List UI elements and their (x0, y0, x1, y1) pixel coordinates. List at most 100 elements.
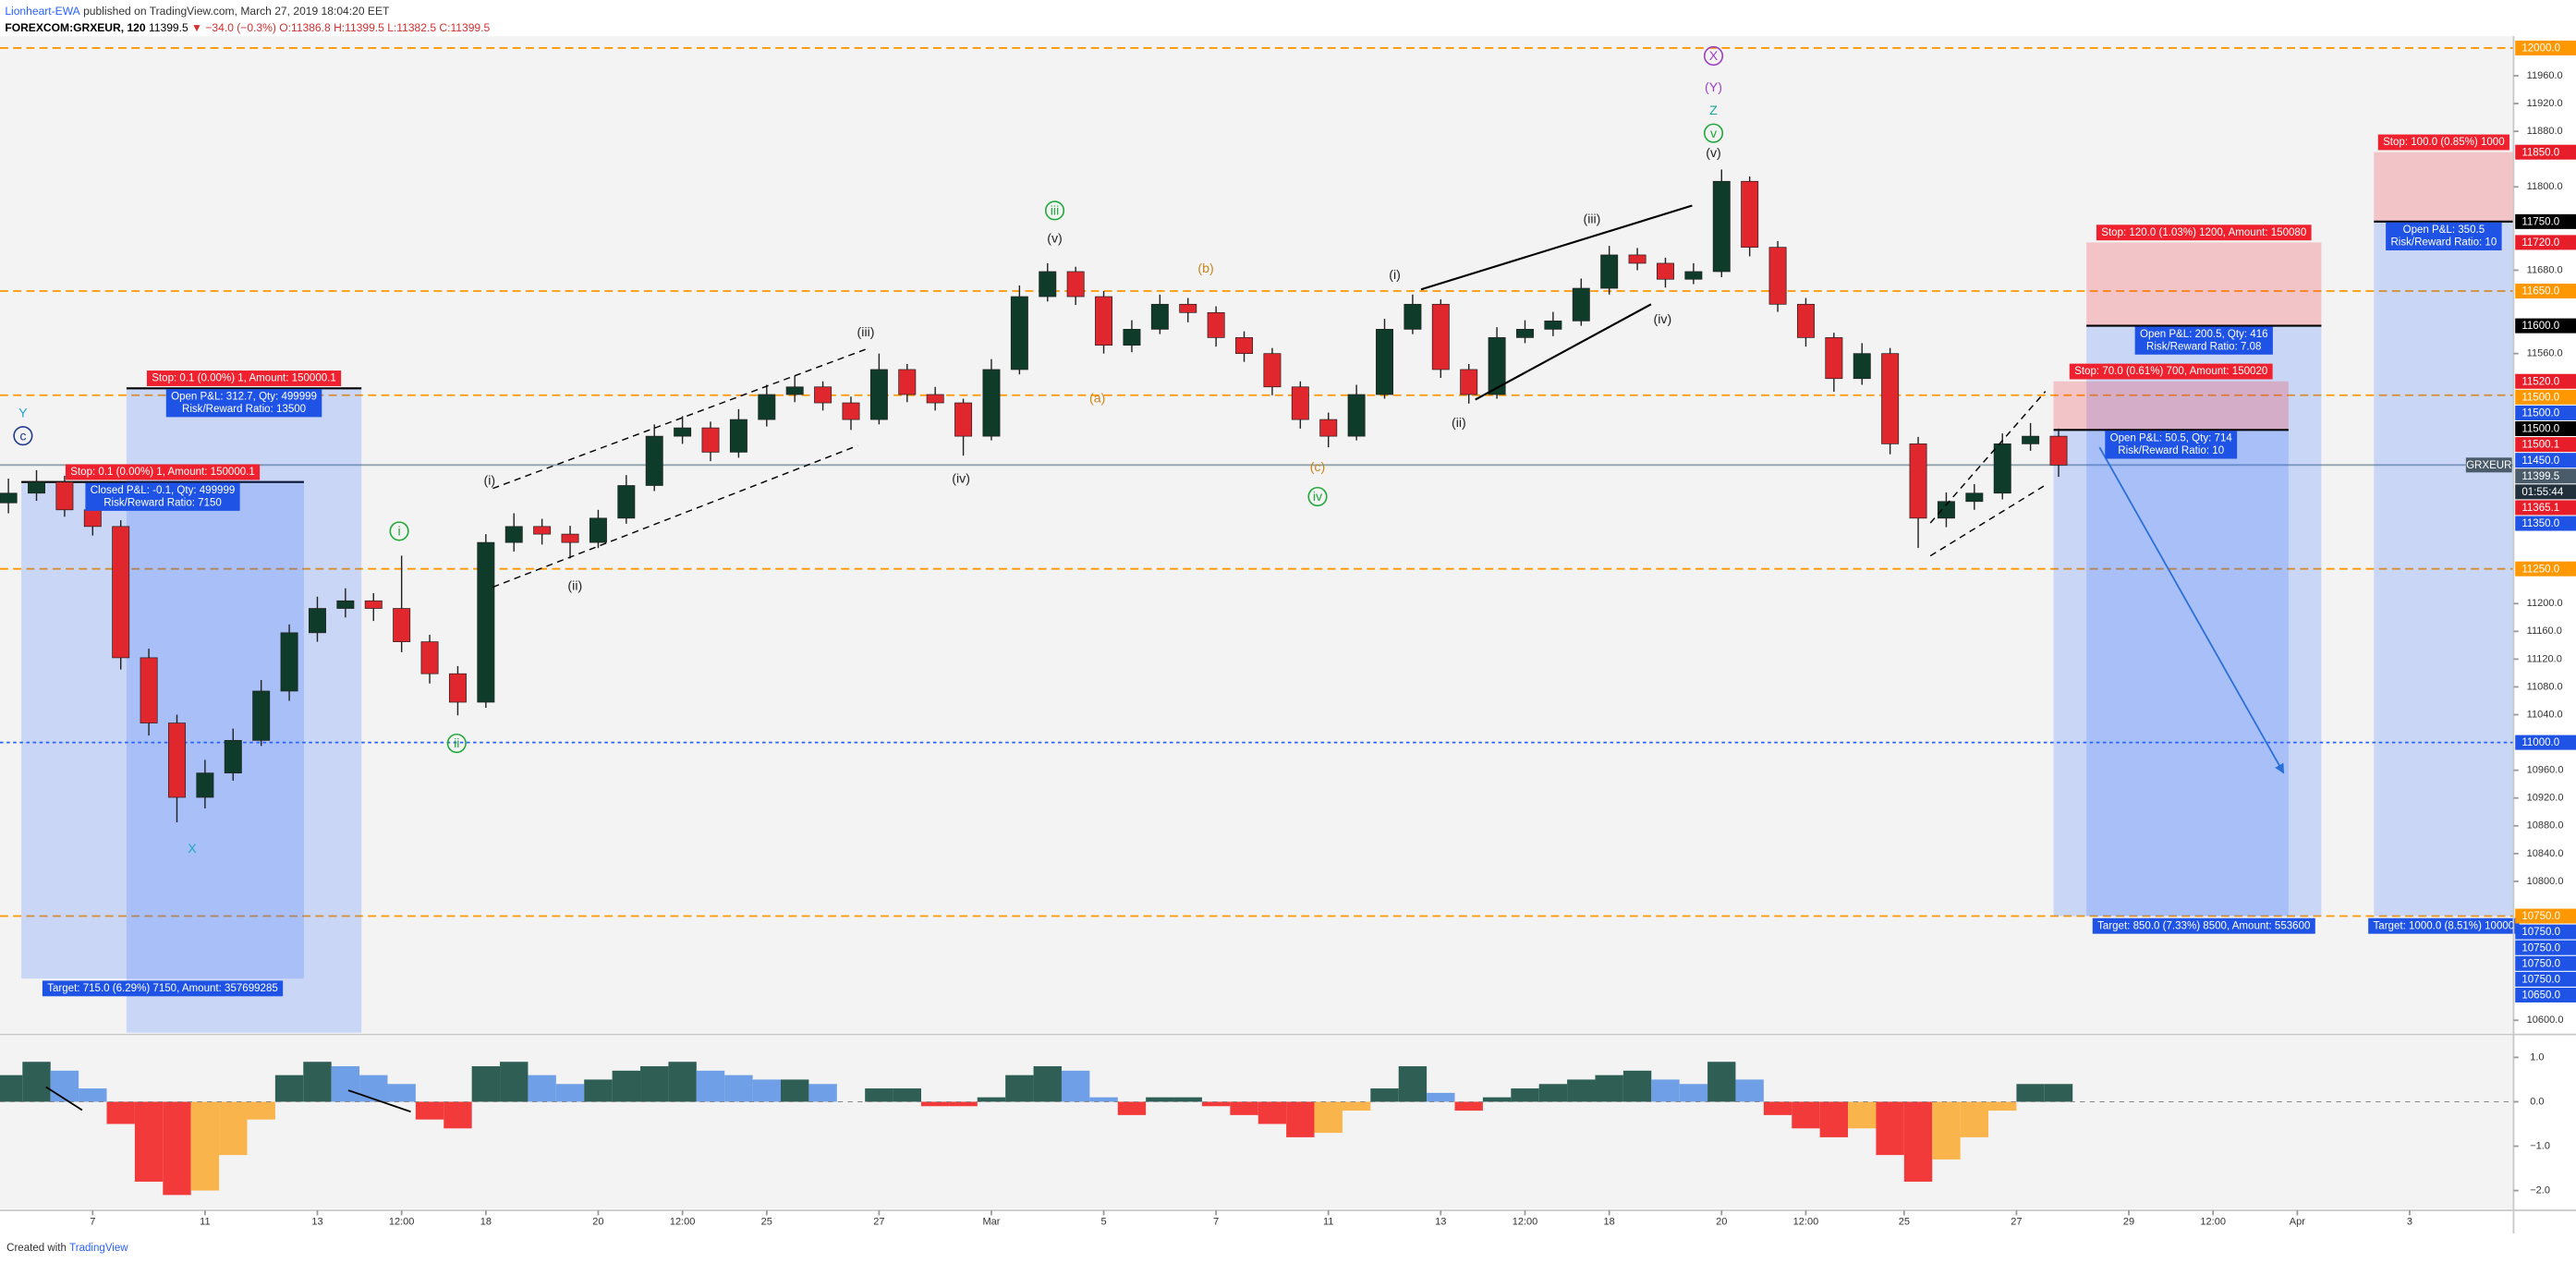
wave-circle (1307, 486, 1328, 507)
oscillator-bar (1735, 1079, 1764, 1102)
pnl-label-text: Risk/Reward Ratio: 7.08 (2146, 341, 2261, 352)
candle-body (336, 600, 355, 609)
oscillator-bar (106, 1101, 135, 1124)
oscillator-bar (808, 1084, 837, 1102)
candle-body (1066, 271, 1085, 298)
candle-body (785, 386, 804, 395)
price-tag-label: 11365.1 (2521, 503, 2559, 514)
oscillator-bar (163, 1101, 191, 1196)
drawings (492, 204, 2285, 774)
price-tag (2515, 373, 2576, 389)
candle-body (308, 608, 326, 634)
candle-body (814, 386, 832, 404)
candle-body (898, 369, 917, 395)
author[interactable]: Lionheart-EWA (5, 5, 80, 18)
pnl-label-text: Risk/Reward Ratio: 10 (2390, 237, 2497, 249)
price-tag-label: 11650.0 (2521, 286, 2559, 298)
wave-label: (ii) (1452, 416, 1466, 431)
divergence-line (347, 1089, 411, 1113)
wave-label: X (188, 842, 197, 856)
stop-label: Stop: 70.0 (0.61%) 700, Amount: 150020 (2069, 363, 2273, 380)
wave-label: (c) (1310, 460, 1326, 475)
x-tick-label: 13 (311, 1216, 322, 1227)
candle-body (1179, 303, 1197, 313)
y-tick-label: 11560.0 (2527, 348, 2563, 359)
target-zone (2053, 430, 2289, 917)
x-tick-label: 25 (761, 1216, 772, 1227)
osc-y-tick-label: −1.0 (2530, 1140, 2550, 1151)
x-tick-label: 5 (1100, 1216, 1106, 1227)
footer-brand[interactable]: TradingView (69, 1243, 128, 1254)
y-tick-label: 11160.0 (2527, 625, 2562, 637)
stop-zone (2374, 152, 2514, 222)
price-tag-label: 11500.0 (2521, 392, 2559, 403)
oscillator-bar (1089, 1097, 1118, 1102)
y-tick-label: 11920.0 (2527, 98, 2563, 109)
main-pane (0, 36, 2514, 1033)
candle-body (645, 435, 663, 486)
candle-body (1965, 492, 1984, 503)
oscillator-bar (22, 1062, 51, 1102)
candle-body (533, 526, 552, 535)
candle-body (1319, 419, 1338, 437)
price-tag (2515, 405, 2576, 420)
oscillator-bar (1960, 1101, 1989, 1137)
stop-label-bg (2377, 134, 2509, 151)
price-tag-label: 11350.0 (2521, 518, 2559, 529)
symbol: FOREXCOM:GRXEUR, 120 (5, 21, 146, 34)
axes: 11960.0 11920.0 11880.0 11800.0 11680.0 11560… (90, 40, 2576, 1227)
candle-body (1572, 287, 1590, 322)
pnl-label-text: Risk/Reward Ratio: 10 (2118, 445, 2224, 456)
candle-body (701, 427, 720, 453)
footer: Created with TradingView (6, 1243, 128, 1254)
candle-body (168, 723, 186, 798)
stop-zone (2086, 242, 2322, 326)
candle-body (2022, 435, 2040, 444)
price-tag (2515, 40, 2576, 55)
wave-label: iv (1313, 490, 1323, 504)
oscillator-bar (1622, 1070, 1652, 1102)
candle-body (1881, 353, 1900, 444)
price-tag (2515, 500, 2576, 516)
wave-label: (iii) (857, 325, 875, 340)
candle-body (2049, 435, 2068, 466)
oscillator-bar (1173, 1097, 1202, 1102)
price-tag (2515, 420, 2576, 437)
target-label-text: Target: 850.0 (7.33%) 8500, Amount: 5536… (2097, 920, 2310, 931)
oscillator-bar (1679, 1084, 1708, 1102)
candle-body (1488, 337, 1506, 395)
oscillator-bar (134, 1101, 164, 1182)
y-tick-label: 11040.0 (2527, 709, 2563, 720)
y-tick-label: 10920.0 (2527, 793, 2564, 804)
oscillator-bar (387, 1084, 416, 1102)
x-tick-label: Apr (2290, 1216, 2305, 1227)
price-tag (2515, 484, 2576, 500)
candle-body (982, 369, 1001, 437)
oscillator-bar (1763, 1101, 1792, 1115)
price-tag (2515, 468, 2576, 484)
price-tag-label: 11520.0 (2521, 376, 2559, 387)
oscillator-bar (415, 1101, 444, 1120)
wave-label: (iv) (952, 472, 970, 487)
projection-arrow (2098, 446, 2285, 774)
oscillator-bar (444, 1101, 472, 1129)
candle-body (1376, 329, 1393, 395)
x-tick-label: 18 (1604, 1216, 1615, 1227)
candle-body (1150, 303, 1169, 330)
oscillator-bar (1061, 1070, 1090, 1102)
x-tick-label: 25 (1899, 1216, 1910, 1227)
wave-label: c (19, 429, 26, 443)
price-tag (2515, 453, 2576, 468)
price-tag-label: 11850.0 (2521, 147, 2559, 158)
candle-body (55, 481, 74, 511)
oscillator-bar (190, 1101, 220, 1191)
candle-body (1291, 386, 1309, 420)
pnl-label-text: Open P&L: 312.7, Qty: 499999 (171, 392, 317, 403)
candle-body (1516, 329, 1534, 338)
price-tag-label: 11750.0 (2521, 216, 2559, 227)
oscillator-bar (1988, 1101, 2017, 1111)
x-tick-label: 12:00 (2200, 1216, 2226, 1227)
oscillator-bar (1314, 1101, 1343, 1134)
annotations: Stop: 0.1 (0.00%) 1, Amount: 150000.1 Clo… (13, 45, 2520, 997)
